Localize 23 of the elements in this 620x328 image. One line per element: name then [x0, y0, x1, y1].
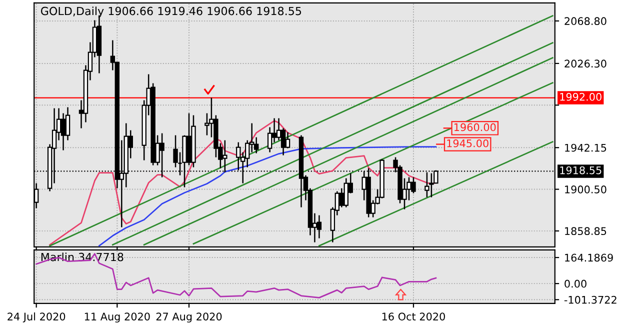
annotation: 1960.00: [454, 123, 496, 132]
ref-line-label: 1918.55: [560, 166, 602, 174]
y-tick-label: 164.1869: [565, 254, 613, 262]
y-tick-label: 2026.30: [564, 60, 606, 68]
chart-title: GOLD,Daily 1906.66 1919.46 1906.66 1918.55: [40, 6, 302, 18]
line-series: [36, 253, 437, 298]
candlestick: [60, 112, 66, 151]
y-tick-label: 1900.50: [565, 186, 606, 194]
candlestick: [316, 214, 322, 239]
x-tick-label: 16 Oct 2020: [382, 312, 445, 320]
x-tick-label: 24 Jul 2020: [8, 312, 66, 322]
y-tick-label: 1858.85: [565, 227, 606, 236]
candlestick: [285, 132, 290, 149]
y-tick-label: 2068.80: [564, 17, 606, 26]
x-tick-label: 11 Aug 2020: [84, 312, 150, 323]
y-tick-label: 1942.15: [565, 144, 606, 152]
ref-line-label: 1992.00: [560, 92, 602, 101]
line-series: [98, 146, 437, 246]
y-tick-label: -101.3722: [564, 296, 616, 304]
y-tick-label: 0.00: [564, 280, 586, 288]
x-tick-label: 27 Aug 2020: [156, 312, 222, 323]
line-series: [49, 120, 437, 246]
annotation: 1945.00: [447, 139, 488, 148]
